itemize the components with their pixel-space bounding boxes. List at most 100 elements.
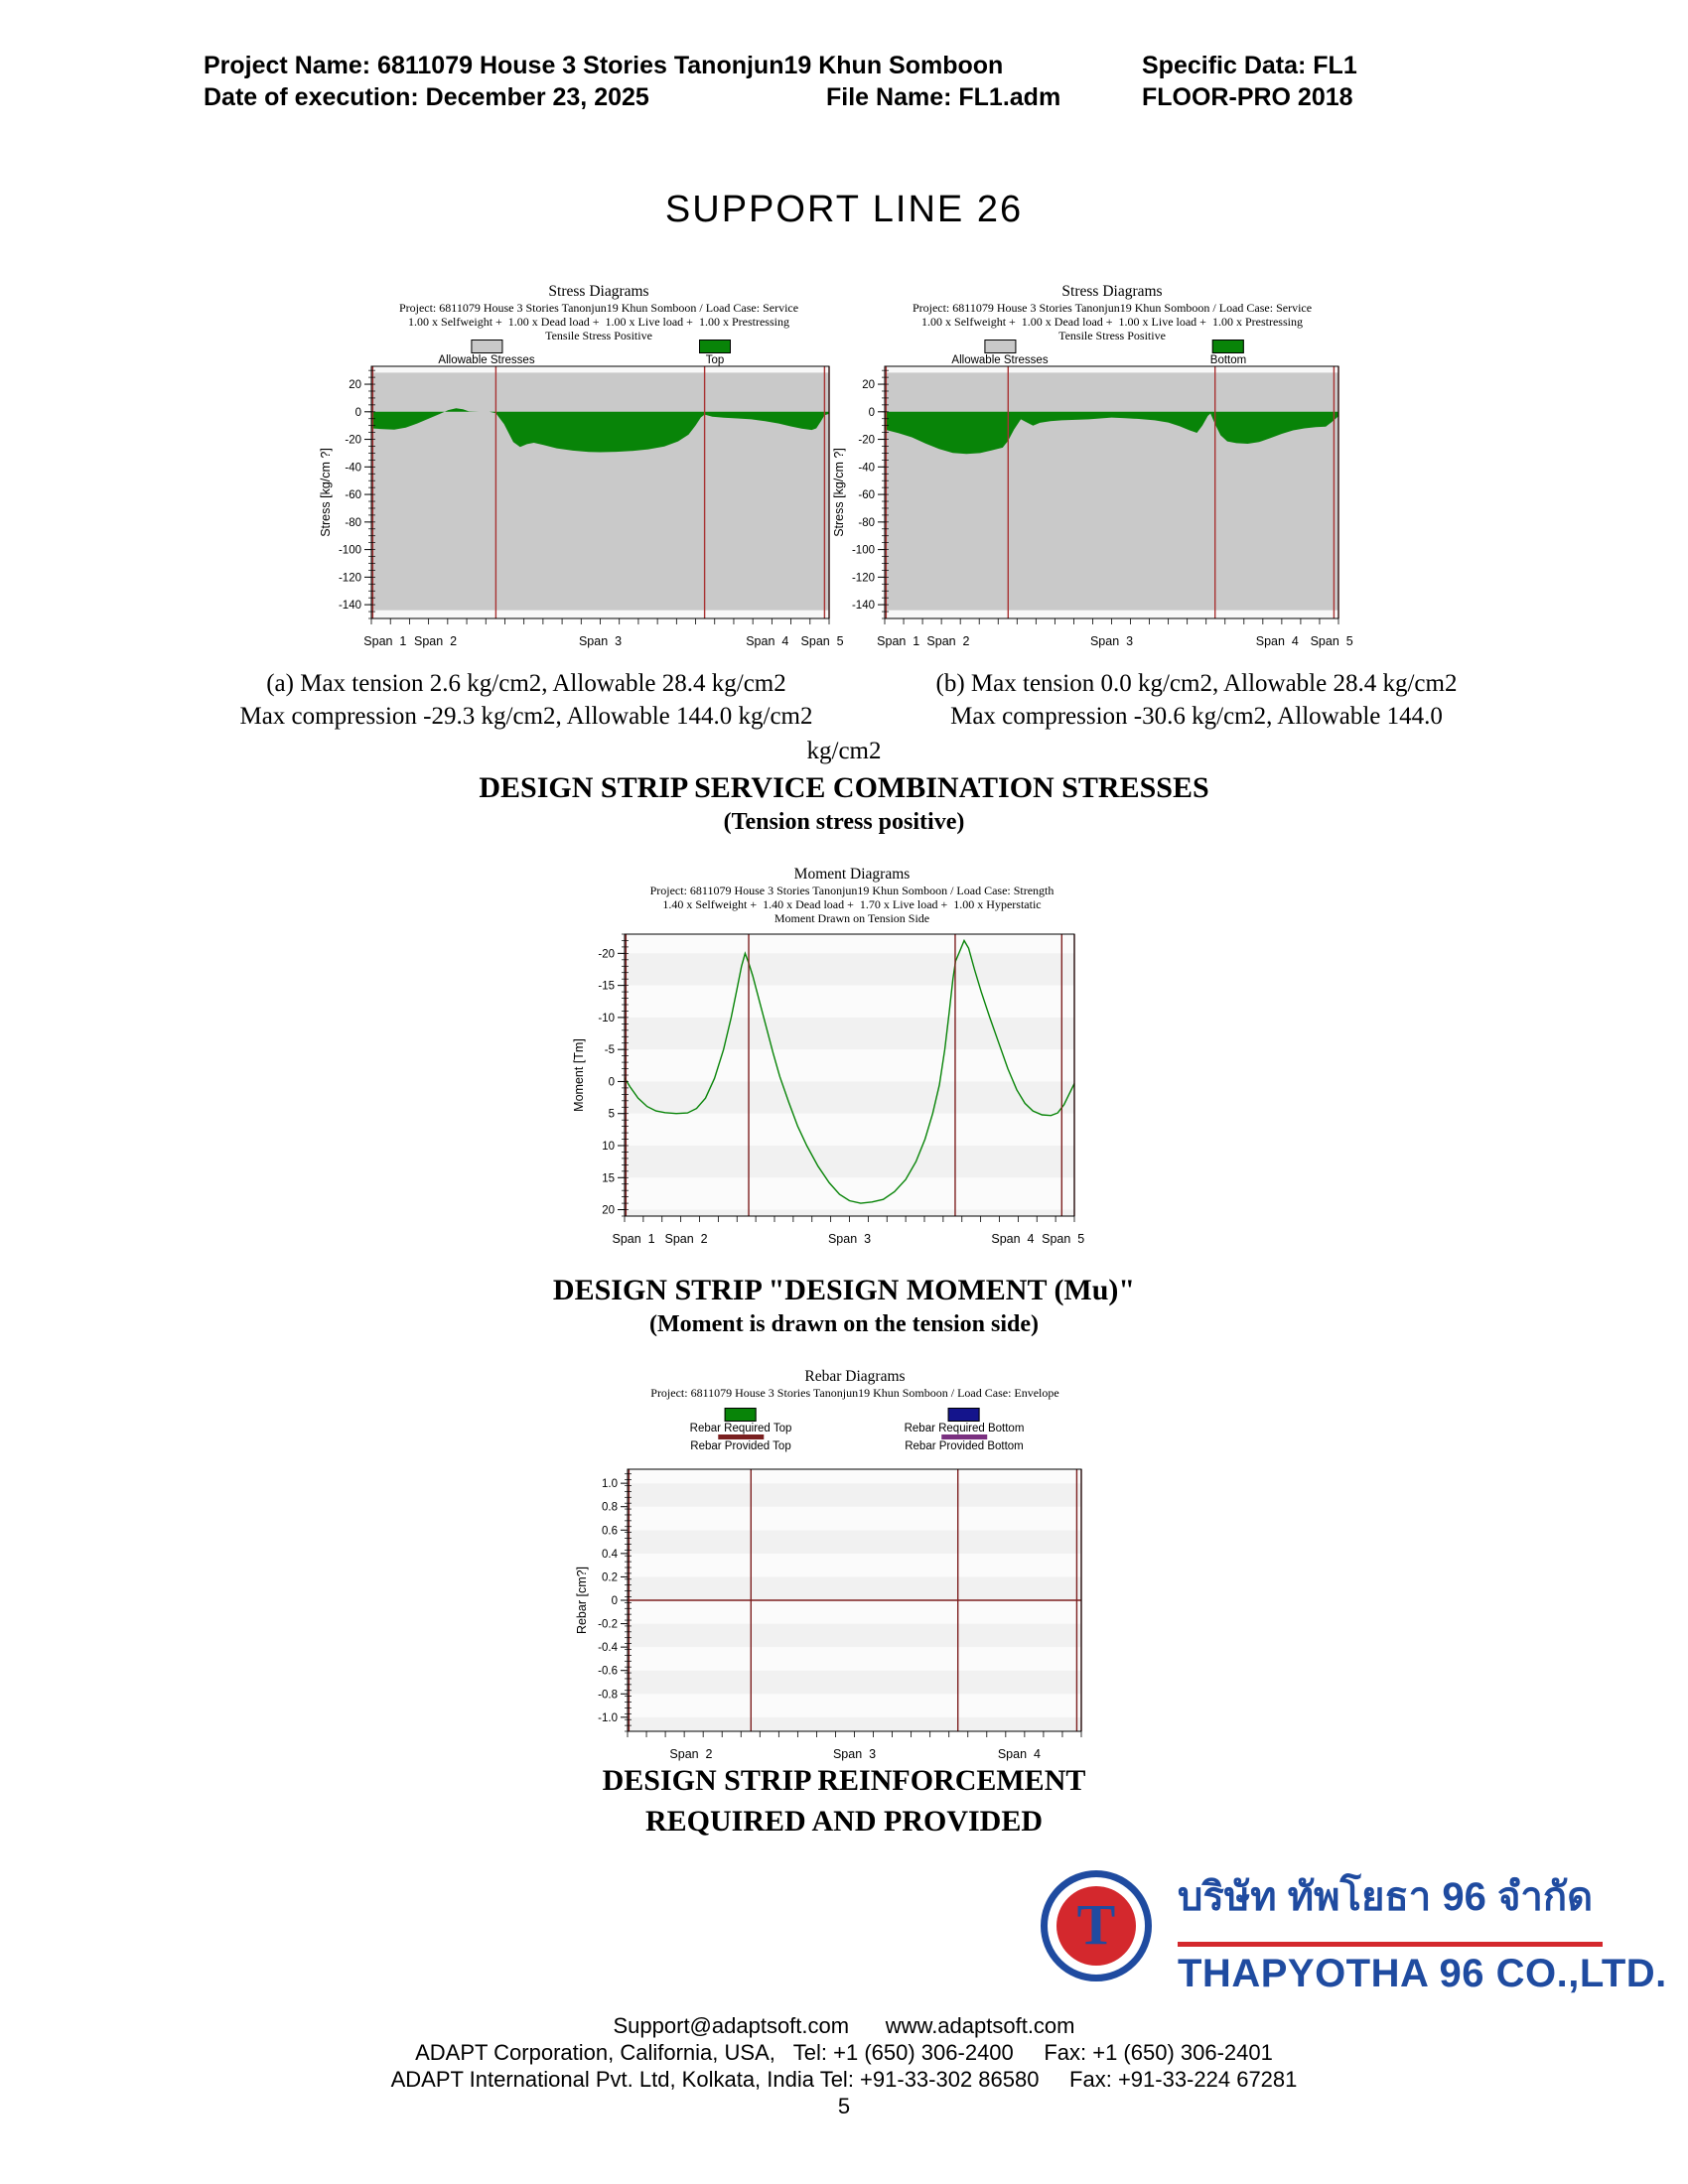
legend-swatch: [984, 340, 1016, 353]
y-tick-label: -0.6: [598, 1666, 618, 1678]
header-program: FLOOR-PRO 2018: [1142, 83, 1353, 111]
page-title: SUPPORT LINE 26: [664, 189, 1024, 230]
stripe-band: [628, 1600, 1081, 1624]
stripe-band: [625, 985, 1074, 1018]
y-tick-label: 20: [602, 1205, 615, 1217]
stripe-band: [628, 1576, 1081, 1600]
y-tick-label: 0: [355, 407, 361, 419]
stripe-band: [625, 1113, 1074, 1146]
header-date: Date of execution: December 23, 2025: [204, 83, 649, 111]
span-label: Span 1: [877, 634, 919, 648]
y-tick-label: 0: [869, 407, 875, 419]
span-label: Span 5: [1042, 1232, 1084, 1246]
stripe-band: [625, 1146, 1074, 1178]
moment-chart: Moment Diagrams Project: 6811079 House 3…: [462, 866, 1105, 1263]
rebar-section-heading-line2: REQUIRED AND PROVIDED: [644, 1805, 1044, 1838]
y-tick-label: -100: [339, 545, 361, 557]
chart-subtitle: Project: 6811079 House 3 Stories Tanonju…: [912, 301, 1313, 315]
stripe-band: [625, 1049, 1074, 1082]
stress-top-chart: Stress Diagrams Project: 6811079 House 3…: [209, 283, 852, 665]
span-label: Span 3: [828, 1232, 871, 1246]
y-tick-label: 5: [609, 1109, 615, 1121]
legend-swatch: [725, 1408, 757, 1422]
y-tick-label: 20: [349, 379, 361, 391]
legend-label: Rebar Provided Top: [690, 1440, 791, 1452]
header-specific-data: Specific Data: FL1: [1142, 52, 1357, 79]
header-file-name: File Name: FL1.adm: [826, 83, 1061, 111]
moment-section-heading: DESIGN STRIP "DESIGN MOMENT (Mu)": [552, 1274, 1136, 1306]
stress-section-heading: DESIGN STRIP SERVICE COMBINATION STRESSE…: [479, 771, 1209, 804]
span-label: Span 5: [801, 634, 844, 648]
legend-swatch: [1212, 340, 1244, 353]
page-number: 5: [837, 2094, 851, 2118]
span-label: Span 4: [991, 1232, 1034, 1246]
stress-curve: [371, 408, 829, 453]
chart-title: Moment Diagrams: [793, 866, 911, 883]
y-axis-label: Stress [kg/cm ?]: [832, 448, 846, 537]
logo-ring: T: [1041, 1870, 1152, 1981]
stripe-band: [625, 934, 1074, 954]
chart-subtitle: Project: 6811079 House 3 Stories Tanonju…: [650, 1386, 1059, 1400]
stripe-band: [628, 1670, 1081, 1695]
rebar-plot: 1.0 0.8 0.6 0.4 0.2 0 -0.2 -0.4 -0.6 -0.8 -1.0 Span…: [575, 1468, 1082, 1761]
chart-title: Stress Diagrams: [1061, 283, 1163, 300]
y-tick-label: -0.4: [598, 1642, 618, 1654]
legend-item: Allowable Stresses: [438, 340, 535, 366]
chart-subtitle: Project: 6811079 House 3 Stories Tanonju…: [398, 301, 799, 315]
y-axis-label: Stress [kg/cm ?]: [319, 448, 333, 537]
y-tick-label: 0.4: [602, 1549, 619, 1561]
rebar-section-heading-line1: DESIGN STRIP REINFORCEMENT: [602, 1764, 1086, 1797]
y-tick-label: -120: [339, 572, 361, 584]
legend-label: Rebar Provided Bottom: [905, 1440, 1024, 1452]
chart-subtitle: Tensile Stress Positive: [1058, 329, 1166, 342]
stripe-band: [625, 953, 1074, 986]
footer-usa-line: ADAPT Corporation, California, USA, Tel:…: [415, 2040, 1273, 2065]
span-label: Span 3: [833, 1747, 876, 1761]
y-tick-label: -140: [339, 600, 361, 612]
stripe-band: [628, 1469, 1081, 1484]
chart-subtitle: 1.00 x Selfweight + 1.00 x Dead load + 1…: [921, 315, 1303, 329]
caption-b-line2: Max compression -30.6 kg/cm2, Allowable …: [950, 703, 1443, 730]
stripe-band: [628, 1483, 1081, 1507]
y-tick-label: -5: [605, 1044, 615, 1056]
span-label: Span 2: [669, 1747, 712, 1761]
y-tick-label: 0: [612, 1595, 618, 1607]
y-axis-label: Moment [Tm]: [572, 1038, 586, 1112]
y-tick-label: -15: [598, 981, 615, 993]
logo-divider: [1178, 1942, 1603, 1947]
y-tick-label: -120: [852, 572, 875, 584]
span-label: Span 2: [414, 634, 457, 648]
caption-b-line1: (b) Max tension 0.0 kg/cm2, Allowable 28…: [935, 670, 1458, 697]
y-tick-label: -40: [345, 462, 361, 474]
caption-b: (b) Max tension 0.0 kg/cm2, Allowable 28…: [889, 667, 1504, 733]
y-tick-label: -100: [852, 545, 875, 557]
span-label: Span 2: [926, 634, 969, 648]
legend-swatch: [940, 1434, 987, 1439]
stress-section-subheading: (Tension stress positive): [723, 809, 965, 835]
y-tick-label: 0.2: [602, 1571, 618, 1583]
legend-swatch: [471, 340, 502, 353]
legend-label: Rebar Required Bottom: [904, 1423, 1025, 1434]
chart-subtitle: 1.00 x Selfweight + 1.00 x Dead load + 1…: [408, 315, 789, 329]
allowable-band: [885, 372, 1338, 611]
y-axis-label: Rebar [cm?]: [575, 1567, 589, 1634]
stripe-band: [628, 1647, 1081, 1671]
stripe-band: [628, 1694, 1081, 1717]
chart-subtitle: Tensile Stress Positive: [545, 329, 652, 342]
span-label: Span 1: [613, 1232, 655, 1246]
y-tick-label: -20: [345, 435, 361, 447]
y-tick-label: 15: [602, 1172, 615, 1184]
legend-item: Rebar Required Top: [689, 1408, 792, 1434]
legend-item: Rebar Provided Bottom: [905, 1434, 1024, 1452]
caption-overflow: kg/cm2: [806, 738, 882, 764]
legend-item: Top: [699, 340, 731, 366]
logo-thai-name: บริษัท ทัพโยธา 96 จำกัด: [1178, 1875, 1594, 1919]
legend-label: Rebar Required Top: [689, 1423, 792, 1434]
logo-english-name: THAPYOTHA 96 CO.,LTD.: [1178, 1952, 1667, 1995]
chart-subtitle: 1.40 x Selfweight + 1.40 x Dead load + 1…: [662, 897, 1042, 911]
moment-plot: -20 -15 -10 -5 0 5 10 15 20 Span 1 Span 2 Span 3 Spa…: [572, 933, 1084, 1246]
y-tick-label: -140: [852, 600, 875, 612]
footer-india-line: ADAPT International Pvt. Ltd, Kolkata, I…: [390, 2067, 1298, 2092]
legend-item: Rebar Required Bottom: [904, 1408, 1025, 1434]
